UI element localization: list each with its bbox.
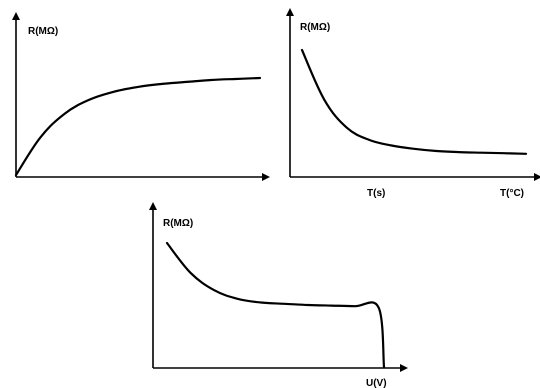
chart-2-x-label: T(°C)	[500, 188, 524, 199]
chart-1-y-label: R(MΩ)	[28, 26, 58, 37]
chart-2-tick-label: T(s)	[367, 188, 385, 199]
chart-3-x-label: U(V)	[366, 378, 387, 388]
chart-2: R(MΩ) T(s) T(°C)	[286, 8, 540, 199]
chart-1: R(MΩ)	[12, 12, 270, 181]
chart-2-y-label: R(MΩ)	[300, 22, 330, 33]
chart-1-series-line	[14, 76, 262, 177]
chart-3-series-line	[165, 241, 386, 369]
chart-2-series-line	[300, 48, 528, 155]
chart-3: R(MΩ) U(V)	[149, 202, 408, 388]
chart-3-y-label: R(MΩ)	[163, 218, 193, 229]
